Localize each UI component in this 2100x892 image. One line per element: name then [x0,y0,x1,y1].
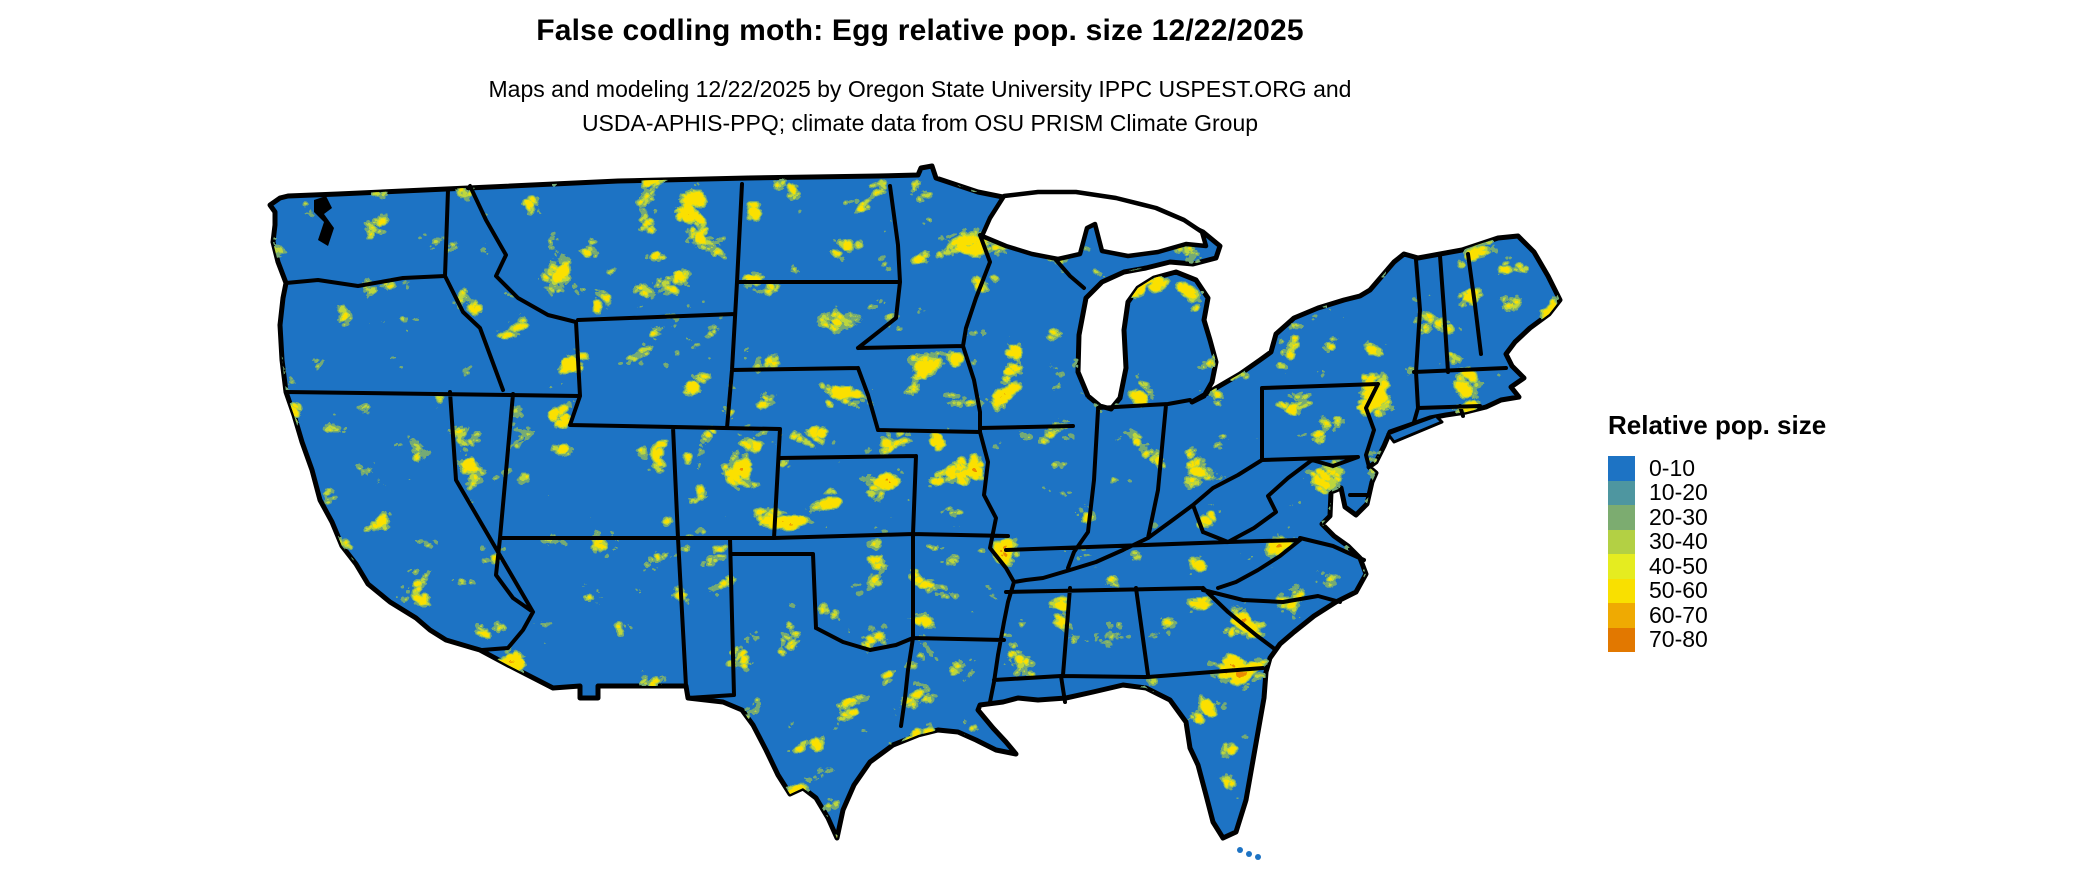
legend-swatch [1608,627,1635,652]
legend-swatch [1608,480,1635,505]
puget-sound [314,196,334,246]
legend-swatch [1608,578,1635,603]
legend-item: 30-40 [1608,528,1826,555]
population-raster [270,166,1560,838]
legend: Relative pop. size 0-10 10-20 20-30 30-40 40… [1608,410,1826,652]
legend-swatch [1608,505,1635,530]
florida-keys [1237,847,1261,860]
legend-item: 70-80 [1608,626,1826,653]
legend-label: 70-80 [1649,626,1708,653]
legend-rows: 0-10 10-20 20-30 30-40 40-50 50-60 60-70 70-80 [1608,454,1826,653]
legend-swatch [1608,554,1635,579]
subtitle-line-2: USDA-APHIS-PPQ; climate data from OSU PR… [581,110,1259,136]
raster-layer-orange [270,166,1560,838]
legend-label: 20-30 [1649,503,1708,530]
legend-swatch [1608,456,1635,481]
legend-item: 0-10 [1608,454,1826,481]
legend-label: 0-10 [1649,454,1696,481]
legend-swatch [1608,603,1635,628]
header: False codling moth: Egg relative pop. si… [245,14,1595,140]
us-map [218,150,1568,860]
state-borders [284,182,1508,728]
legend-item: 40-50 [1608,552,1826,579]
legend-swatch [1608,529,1635,554]
legend-label: 10-20 [1649,479,1708,506]
legend-item: 60-70 [1608,601,1826,628]
legend-item: 50-60 [1608,577,1826,604]
legend-label: 30-40 [1649,528,1708,555]
legend-item: 20-30 [1608,503,1826,530]
subtitle: Maps and modeling 12/22/2025 by Oregon S… [245,72,1595,140]
legend-label: 50-60 [1649,577,1708,604]
page-title: False codling moth: Egg relative pop. si… [536,14,1304,47]
legend-label: 60-70 [1649,601,1708,628]
legend-label: 40-50 [1649,552,1708,579]
legend-title: Relative pop. size [1608,410,1827,440]
lake-superior [979,189,1209,262]
subtitle-line-1: Maps and modeling 12/22/2025 by Oregon S… [488,76,1352,102]
legend-item: 10-20 [1608,479,1826,506]
map-container [218,150,1568,875]
